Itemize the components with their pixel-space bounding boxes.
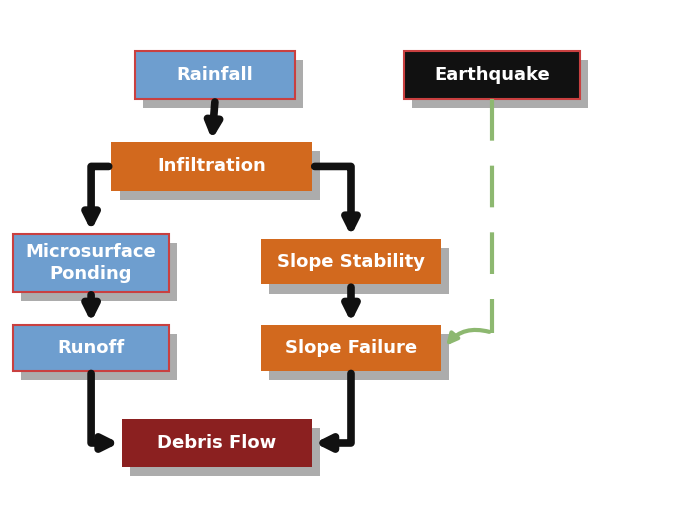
- Text: Slope Stability: Slope Stability: [277, 252, 425, 270]
- Text: Infiltration: Infiltration: [158, 157, 266, 175]
- Text: Microsurface
Ponding: Microsurface Ponding: [26, 243, 156, 283]
- FancyBboxPatch shape: [21, 334, 177, 380]
- FancyBboxPatch shape: [122, 419, 312, 467]
- FancyBboxPatch shape: [261, 325, 441, 371]
- FancyBboxPatch shape: [21, 243, 177, 301]
- Text: Rainfall: Rainfall: [177, 66, 253, 84]
- FancyBboxPatch shape: [143, 60, 303, 108]
- FancyBboxPatch shape: [120, 151, 320, 200]
- FancyBboxPatch shape: [13, 233, 169, 292]
- FancyBboxPatch shape: [403, 51, 580, 99]
- FancyBboxPatch shape: [269, 248, 449, 293]
- FancyBboxPatch shape: [412, 60, 588, 108]
- Text: Debris Flow: Debris Flow: [157, 434, 277, 452]
- FancyBboxPatch shape: [130, 428, 320, 476]
- FancyBboxPatch shape: [112, 142, 312, 190]
- FancyBboxPatch shape: [261, 239, 441, 284]
- Text: Runoff: Runoff: [58, 339, 125, 357]
- Text: Slope Failure: Slope Failure: [285, 339, 417, 357]
- FancyBboxPatch shape: [135, 51, 295, 99]
- Text: Earthquake: Earthquake: [434, 66, 550, 84]
- FancyBboxPatch shape: [269, 334, 449, 380]
- FancyBboxPatch shape: [13, 325, 169, 371]
